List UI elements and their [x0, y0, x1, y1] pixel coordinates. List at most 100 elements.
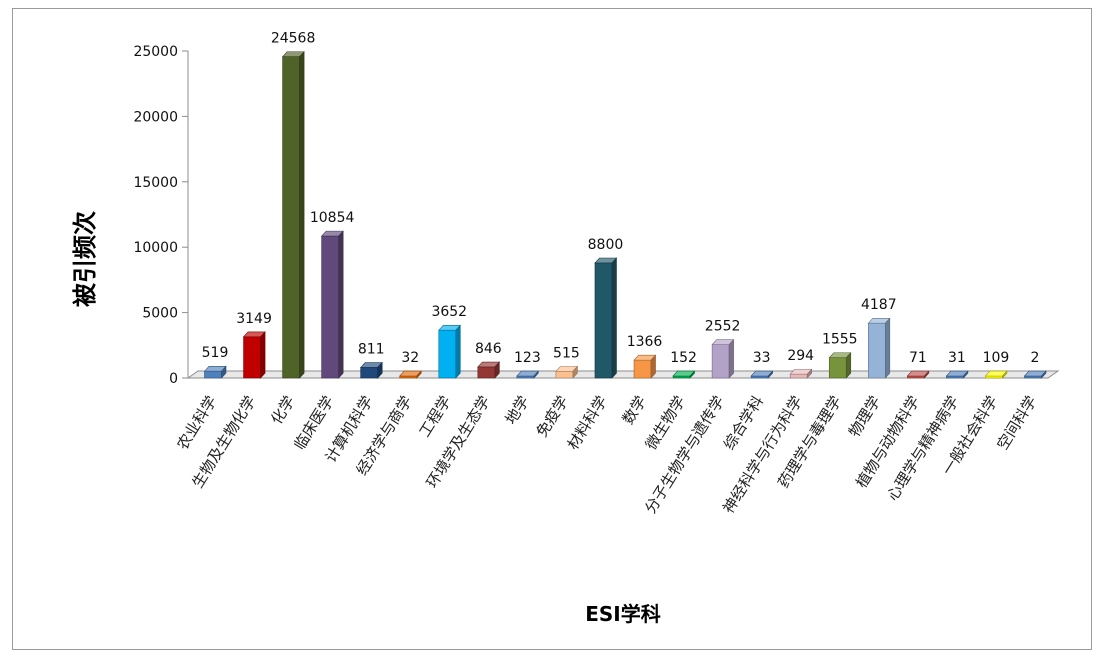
- data-label: 811: [358, 341, 385, 357]
- bar: [711, 338, 735, 379]
- bar: [360, 361, 383, 379]
- bar-side: [221, 365, 227, 379]
- bar-front: [243, 336, 261, 379]
- bar-front: [555, 370, 574, 379]
- bar-front: [711, 344, 730, 379]
- bar-side: [455, 324, 461, 379]
- bar: [945, 370, 969, 379]
- data-label: 10854: [310, 210, 355, 226]
- bar-side: [806, 368, 813, 379]
- bar: [516, 370, 540, 379]
- category-label: 免疫学: [533, 393, 572, 441]
- data-labels-group: 519 3149 24568 10854 811 32 3652 846 123 515 8800 1…: [202, 31, 1040, 366]
- data-label: 2: [1031, 350, 1040, 366]
- bar: [399, 370, 422, 379]
- bar-front: [438, 329, 457, 379]
- bar-front: [789, 373, 808, 379]
- data-label: 71: [909, 350, 927, 366]
- bar: [789, 368, 813, 379]
- bar: [477, 361, 501, 379]
- bar-front: [633, 359, 652, 379]
- bar: [203, 365, 227, 379]
- y-tick-label: 5000: [142, 306, 178, 322]
- y-tick-label: 0: [169, 371, 178, 387]
- data-label: 152: [670, 350, 697, 366]
- bar-front: [321, 235, 339, 379]
- bar: [320, 230, 344, 379]
- y-axis-title: 被引频次: [71, 211, 99, 307]
- category-label: 化学: [267, 393, 298, 428]
- data-label: 32: [401, 350, 419, 366]
- bar: [828, 351, 852, 379]
- y-axis: 0 5000 10000 15000 20000 25000: [133, 44, 189, 387]
- chart-frame: 0 5000 10000 15000 20000 25000 519 3149 24568 10…: [12, 8, 1092, 650]
- bar-side: [299, 50, 305, 379]
- bar-side: [885, 317, 891, 379]
- bar-side: [650, 354, 656, 379]
- category-label: 数学: [619, 393, 650, 428]
- data-label: 8800: [588, 237, 624, 253]
- bar-front: [360, 367, 378, 379]
- bar-side: [924, 370, 930, 379]
- data-label: 4187: [861, 297, 897, 313]
- data-label: 33: [753, 350, 771, 366]
- data-label: 519: [202, 345, 229, 361]
- y-tick-label: 25000: [133, 44, 178, 60]
- bar-side: [1002, 370, 1008, 379]
- bar-chart: 0 5000 10000 15000 20000 25000 519 3149 24568 10…: [71, 31, 1060, 626]
- bar-side: [416, 370, 422, 379]
- bar: [281, 50, 305, 379]
- data-label: 1366: [627, 334, 663, 350]
- bar-side: [260, 331, 266, 379]
- data-label: 515: [553, 345, 580, 361]
- data-label: 1555: [822, 332, 858, 348]
- category-label: 地学: [502, 393, 533, 428]
- bar-side: [377, 361, 383, 379]
- bar-side: [572, 365, 578, 379]
- bar: [633, 354, 657, 379]
- bar-front: [282, 56, 300, 379]
- bar: [672, 370, 696, 379]
- category-label: 物理学: [845, 393, 884, 441]
- bar-side: [494, 361, 500, 379]
- bar: [906, 370, 930, 379]
- bar-side: [338, 230, 344, 379]
- bar: [555, 365, 579, 379]
- bar: [438, 324, 461, 379]
- bar-side: [767, 370, 773, 379]
- bar-side: [533, 370, 539, 379]
- bar-front: [477, 366, 496, 379]
- bar-side: [1041, 370, 1047, 379]
- bars-group: [203, 50, 1047, 379]
- category-label: 工程学: [416, 393, 455, 441]
- data-label: 294: [787, 348, 814, 364]
- bar-side: [611, 257, 617, 379]
- data-label: 24568: [271, 31, 316, 47]
- y-tick-label: 10000: [133, 240, 178, 256]
- bar-front: [594, 262, 613, 379]
- data-label: 2552: [705, 319, 741, 335]
- category-label: 分子生物学与遗传学: [641, 393, 728, 517]
- bar-front: [868, 322, 886, 379]
- data-label: 3652: [431, 304, 467, 320]
- bar: [750, 370, 774, 379]
- y-tick-label: 15000: [133, 175, 178, 191]
- bar-side: [845, 351, 852, 379]
- x-axis-title: ESI学科: [585, 602, 661, 626]
- bar-side: [689, 370, 695, 379]
- bar: [242, 331, 266, 379]
- bar: [1023, 370, 1047, 379]
- data-label: 846: [475, 341, 502, 357]
- data-label: 123: [514, 350, 541, 366]
- data-label: 109: [983, 350, 1010, 366]
- bar-side: [728, 338, 734, 379]
- bar: [867, 317, 891, 379]
- bar-side: [963, 370, 969, 379]
- bar: [984, 370, 1008, 379]
- data-label: 3149: [236, 311, 272, 327]
- y-tick-label: 20000: [133, 109, 178, 125]
- bar-front: [828, 357, 847, 379]
- bar-front: [204, 370, 222, 379]
- bar: [594, 257, 618, 379]
